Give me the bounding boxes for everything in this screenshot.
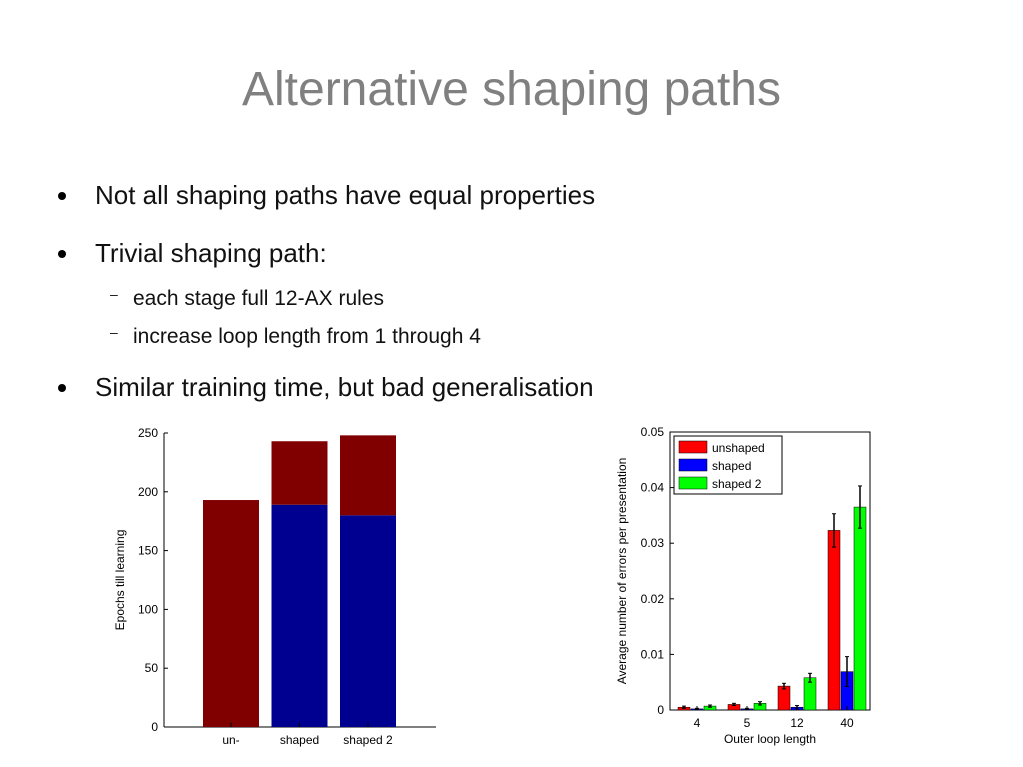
y-tick-label: 0 xyxy=(657,703,664,717)
slide-title: Alternative shaping paths xyxy=(241,63,781,116)
y-tick-label: 0.02 xyxy=(641,592,665,606)
legend-swatch xyxy=(678,458,708,472)
sub-bullet-2-text: increase loop length from 1 through 4 xyxy=(133,325,481,348)
y-tick-label: 0.03 xyxy=(641,536,665,550)
bullet-dot-icon xyxy=(58,192,66,200)
epochs-bar-chart: 0 50 100 150 200 250 Epochs till learning un-sh… xyxy=(113,426,436,747)
dash-icon: – xyxy=(110,286,118,302)
bar-segment xyxy=(271,441,328,505)
bar-segment xyxy=(340,515,396,727)
dash-icon: – xyxy=(110,324,118,340)
y-tick-label: 150 xyxy=(138,544,158,558)
y-tick-label: 50 xyxy=(145,661,159,675)
bullet-1-text: Not all shaping paths have equal propert… xyxy=(95,180,596,210)
x-tick-label: 5 xyxy=(744,716,751,730)
bar-segment xyxy=(203,500,259,727)
y-axis-label: Epochs till learning xyxy=(113,530,127,631)
y-tick-label: 0.01 xyxy=(641,647,665,661)
legend-label: shaped 2 xyxy=(712,477,762,491)
y-tick-label: 100 xyxy=(138,602,158,616)
sub-bullet-1-text: each stage full 12-AX rules xyxy=(133,287,384,310)
x-tick-label: un- xyxy=(222,733,239,747)
x-tick-label: 40 xyxy=(840,716,854,730)
legend-swatch xyxy=(678,476,708,490)
legend-label: unshaped xyxy=(712,441,765,455)
y-tick-label: 0.04 xyxy=(641,481,665,495)
x-axis-label: Outer loop length xyxy=(724,732,816,746)
bullet-dot-icon xyxy=(58,250,66,258)
y-tick-label: 250 xyxy=(138,426,158,440)
y-tick-label: 200 xyxy=(138,485,158,499)
plot-frame xyxy=(669,431,871,711)
y-tick-label: 0.05 xyxy=(641,425,665,439)
bar-segment xyxy=(271,504,328,727)
bar-segment xyxy=(340,435,396,516)
bullet-3-text: Similar training time, but bad generalis… xyxy=(95,372,594,402)
x-tick-label: shaped 2 xyxy=(343,733,393,747)
x-tick-label: 12 xyxy=(790,716,804,730)
legend-swatch xyxy=(678,440,708,454)
bar xyxy=(827,530,841,711)
bullet-2-text: Trivial shaping path: xyxy=(95,238,327,268)
x-tick-label: 4 xyxy=(694,716,701,730)
bar xyxy=(853,506,867,711)
errors-bar-chart: 0 0.01 0.02 0.03 0.04 0.05 Average number of e… xyxy=(615,425,871,746)
y-axis-label: Average number of errors per presentatio… xyxy=(615,458,629,685)
legend-label: shaped xyxy=(712,459,751,473)
y-tick-label: 0 xyxy=(151,720,158,734)
bullet-dot-icon xyxy=(58,384,66,392)
bar xyxy=(777,685,791,711)
x-tick-label: shaped xyxy=(280,733,319,747)
